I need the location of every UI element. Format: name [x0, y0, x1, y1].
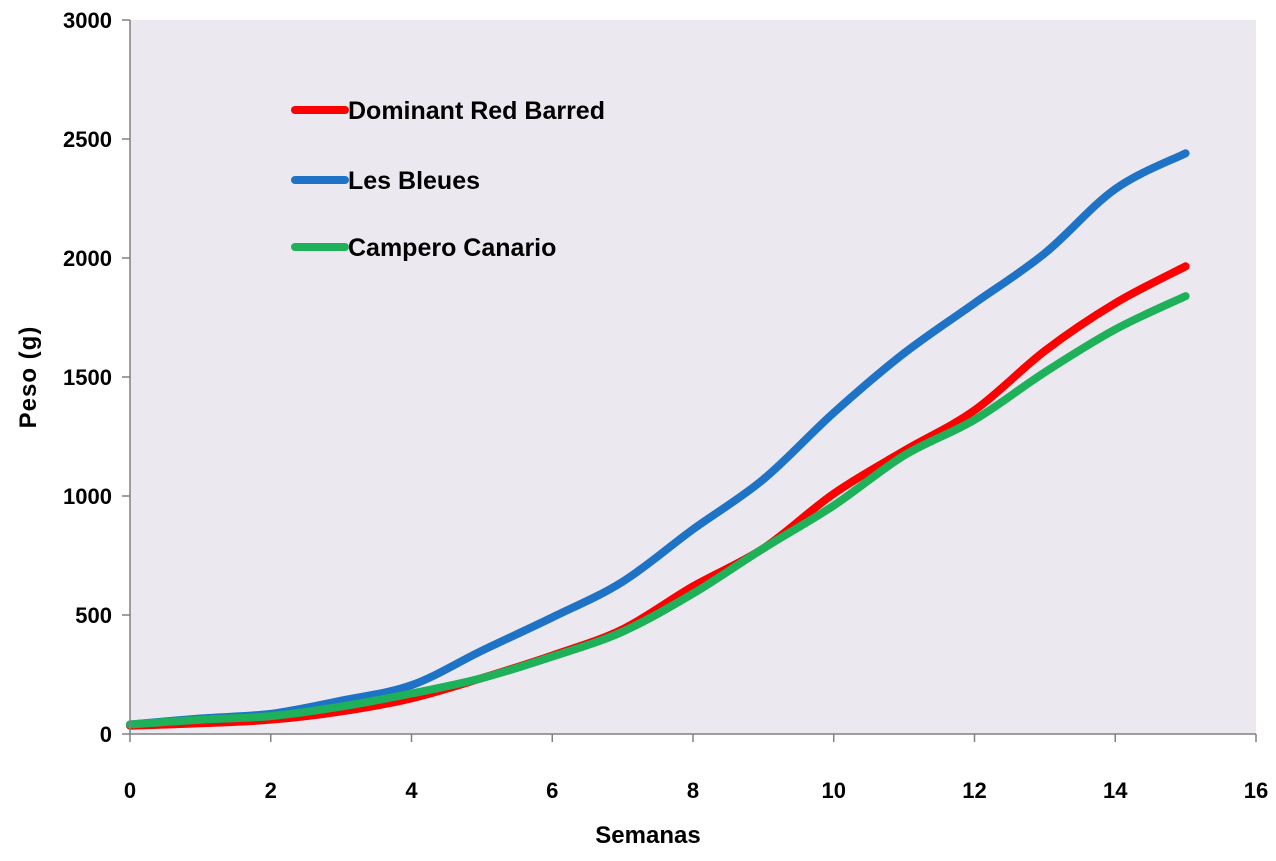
y-tick-label: 0 — [100, 722, 112, 747]
y-tick-label: 3000 — [63, 8, 112, 33]
x-tick-label: 12 — [962, 778, 986, 803]
series-line-campero-canario — [126, 292, 1190, 729]
y-tick-label: 2500 — [63, 127, 112, 152]
tick-labels: 0 500 1000 1500 2000 2500 3000 0 2 4 6 8 10 12 14 16 — [63, 8, 1268, 803]
axes-layer — [122, 19, 1257, 742]
x-tick-label: 0 — [124, 778, 136, 803]
legend: Dominant Red Barred Les Bleues Campero Can… — [291, 97, 605, 262]
plot-area — [130, 20, 1256, 734]
y-tick-label: 500 — [75, 603, 112, 628]
x-tick-label: 6 — [546, 778, 558, 803]
y-tick-label: 1000 — [63, 484, 112, 509]
series-layer — [126, 149, 1190, 730]
legend-label: Dominant Red Barred — [348, 97, 605, 125]
x-tick-label: 10 — [822, 778, 846, 803]
y-axis-title: Peso (g) — [15, 326, 42, 429]
x-tick-label: 4 — [405, 778, 418, 803]
x-tick-label: 2 — [265, 778, 277, 803]
x-tick-label: 14 — [1103, 778, 1128, 803]
series-line-dominant-red-barred — [126, 262, 1190, 730]
x-tick-label: 16 — [1244, 778, 1268, 803]
legend-label: Campero Canario — [348, 234, 556, 262]
x-axis-title: Semanas — [595, 822, 700, 849]
x-tick-label: 8 — [687, 778, 699, 803]
legend-label: Les Bleues — [348, 167, 480, 195]
series-line-les-bleues — [126, 149, 1190, 729]
y-tick-label: 2000 — [63, 246, 112, 271]
y-tick-label: 1500 — [63, 365, 112, 390]
